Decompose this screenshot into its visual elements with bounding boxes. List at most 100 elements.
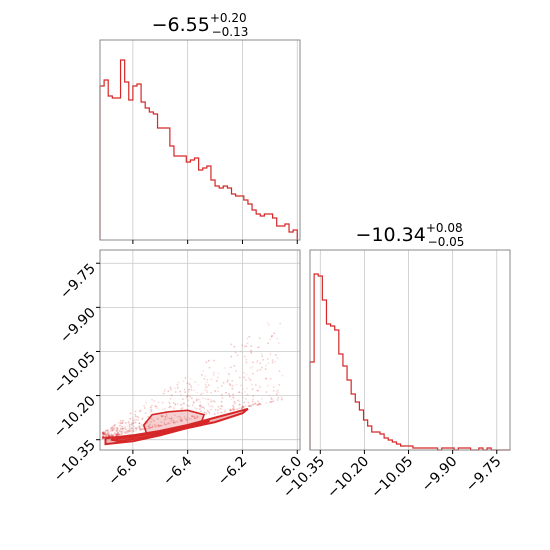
- scatter-point: [101, 435, 104, 438]
- scatter-point: [240, 384, 243, 387]
- scatter-point: [188, 418, 191, 420]
- scatter-point: [232, 404, 235, 407]
- scatter-point: [198, 398, 200, 401]
- scatter-point: [101, 437, 104, 440]
- scatter-point: [195, 417, 197, 419]
- scatter-point: [107, 433, 110, 435]
- scatter-point: [193, 389, 196, 392]
- scatter-point: [250, 349, 252, 352]
- scatter-point: [151, 398, 154, 401]
- scatter-point: [228, 383, 231, 385]
- x-tick-marks: [132, 240, 298, 244]
- scatter-point: [166, 414, 168, 417]
- scatter-point: [164, 418, 167, 421]
- scatter-point: [111, 429, 114, 432]
- scatter-point: [179, 419, 182, 421]
- scatter-point: [141, 424, 144, 427]
- scatter-point: [280, 396, 283, 399]
- scatter-point: [124, 431, 126, 434]
- scatter-point: [103, 431, 106, 434]
- scatter-point: [157, 424, 160, 427]
- scatter-point: [184, 417, 187, 420]
- scatter-point: [254, 403, 256, 405]
- tick-marks: [96, 262, 298, 454]
- scatter-point: [116, 434, 119, 436]
- scatter-point: [247, 377, 250, 379]
- panel-frame: [99, 39, 301, 241]
- scatter-point: [108, 434, 111, 437]
- scatter-point: [272, 386, 275, 388]
- scatter-point: [215, 380, 218, 382]
- contour-inner: [110, 419, 211, 443]
- scatter-point: [103, 433, 106, 435]
- scatter-point: [234, 351, 237, 354]
- scatter-point: [140, 423, 143, 426]
- scatter-point: [110, 427, 112, 430]
- scatter-point: [228, 393, 230, 395]
- scatter-point: [180, 407, 183, 410]
- scatter-point: [105, 430, 107, 433]
- scatter-point: [190, 389, 193, 391]
- scatter-point: [251, 383, 253, 386]
- scatter-point: [214, 408, 217, 411]
- scatter-point: [102, 437, 105, 439]
- scatter-point: [268, 323, 270, 326]
- scatter-point: [265, 364, 267, 367]
- scatter-point: [116, 428, 119, 430]
- scatter-point: [280, 398, 283, 401]
- scatter-point: [115, 433, 118, 436]
- scatter-point: [130, 423, 133, 426]
- scatter-point: [252, 395, 255, 397]
- scatter-point: [206, 410, 209, 412]
- scatter-point: [117, 432, 120, 435]
- scatter-point: [104, 432, 107, 434]
- scatter-point: [160, 414, 163, 417]
- scatter-point: [196, 391, 199, 394]
- scatter-point: [112, 425, 115, 427]
- scatter-point: [205, 386, 208, 388]
- scatter-point: [184, 391, 187, 393]
- scatter-point: [237, 408, 239, 410]
- scatter-point: [143, 404, 146, 407]
- scatter-point: [151, 418, 153, 420]
- scatter-point: [117, 431, 119, 434]
- scatter-point: [116, 434, 118, 436]
- scatter-point: [275, 354, 277, 356]
- scatter-point: [111, 426, 113, 429]
- scatter-point: [193, 416, 196, 419]
- scatter-point: [119, 433, 121, 436]
- scatter-point: [103, 437, 105, 439]
- scatter-point: [130, 431, 133, 433]
- scatter-point: [206, 391, 209, 394]
- scatter-point: [106, 433, 109, 436]
- scatter-point: [277, 396, 280, 399]
- scatter-point: [188, 383, 191, 386]
- scatter-point: [211, 405, 214, 408]
- scatter-point: [165, 423, 168, 426]
- scatter-point: [248, 405, 251, 407]
- scatter-point: [241, 407, 243, 410]
- scatter-point: [276, 357, 279, 359]
- scatter-point: [111, 434, 114, 437]
- scatter-point: [101, 437, 104, 439]
- scatter-point: [150, 421, 152, 423]
- scatter-point: [231, 385, 234, 387]
- scatter-point: [186, 404, 189, 407]
- scatter-point: [186, 416, 189, 419]
- scatter-point: [139, 427, 141, 429]
- scatter-point: [214, 413, 217, 415]
- scatter-point: [254, 402, 257, 405]
- scatter-point: [104, 429, 107, 432]
- scatter-point: [147, 425, 150, 427]
- scatter-point: [238, 403, 241, 406]
- scatter-point: [155, 407, 158, 410]
- scatter-point: [196, 415, 199, 417]
- scatter-point: [157, 418, 160, 420]
- scatter-point: [150, 408, 153, 411]
- scatter-point: [206, 379, 209, 381]
- scatter-point: [132, 419, 135, 422]
- scatter-point: [188, 388, 191, 391]
- scatter-point: [252, 398, 254, 401]
- scatter-point: [261, 366, 263, 369]
- scatter-point: [205, 361, 208, 364]
